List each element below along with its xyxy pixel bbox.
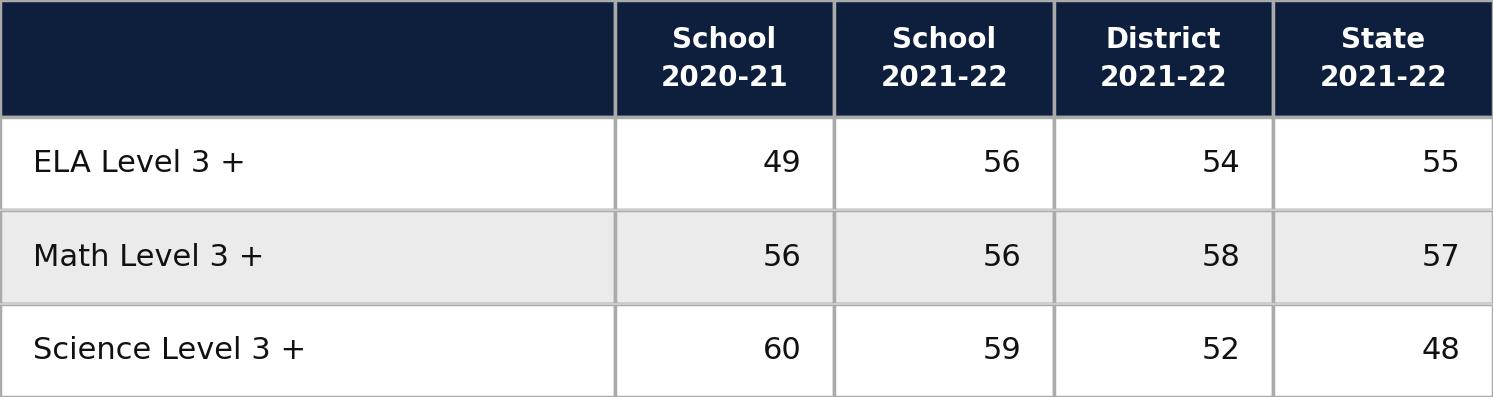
Bar xyxy=(615,117,835,210)
Bar xyxy=(835,210,1054,304)
Bar xyxy=(615,304,835,397)
Bar xyxy=(1274,304,1493,397)
Bar xyxy=(0,0,615,117)
Text: ELA Level 3 +: ELA Level 3 + xyxy=(33,149,245,178)
Text: 2021-22: 2021-22 xyxy=(1100,64,1227,92)
Text: Math Level 3 +: Math Level 3 + xyxy=(33,243,264,272)
Bar xyxy=(0,117,615,210)
Bar xyxy=(615,210,835,304)
Text: School: School xyxy=(891,25,996,54)
Bar xyxy=(1274,0,1493,117)
Text: 2021-22: 2021-22 xyxy=(881,64,1008,92)
Text: 57: 57 xyxy=(1421,243,1460,272)
Text: 48: 48 xyxy=(1421,336,1460,365)
Text: 56: 56 xyxy=(982,243,1021,272)
Bar xyxy=(1054,117,1274,210)
Text: 2020-21: 2020-21 xyxy=(661,64,788,92)
Bar xyxy=(835,117,1054,210)
Text: 56: 56 xyxy=(982,149,1021,178)
Text: 54: 54 xyxy=(1202,149,1241,178)
Text: School: School xyxy=(672,25,776,54)
Text: State: State xyxy=(1341,25,1426,54)
Bar xyxy=(0,210,615,304)
Bar xyxy=(1274,117,1493,210)
Bar xyxy=(1054,0,1274,117)
Bar xyxy=(1054,304,1274,397)
Bar xyxy=(615,0,835,117)
Text: 49: 49 xyxy=(763,149,802,178)
Text: 60: 60 xyxy=(763,336,802,365)
Text: 55: 55 xyxy=(1421,149,1460,178)
Bar xyxy=(1274,210,1493,304)
Text: 59: 59 xyxy=(982,336,1021,365)
Text: District: District xyxy=(1106,25,1221,54)
Text: Science Level 3 +: Science Level 3 + xyxy=(33,336,306,365)
Bar xyxy=(835,304,1054,397)
Text: 56: 56 xyxy=(763,243,802,272)
Bar xyxy=(0,304,615,397)
Bar xyxy=(1054,210,1274,304)
Text: 52: 52 xyxy=(1202,336,1241,365)
Bar xyxy=(835,0,1054,117)
Text: 58: 58 xyxy=(1202,243,1241,272)
Text: 2021-22: 2021-22 xyxy=(1320,64,1447,92)
